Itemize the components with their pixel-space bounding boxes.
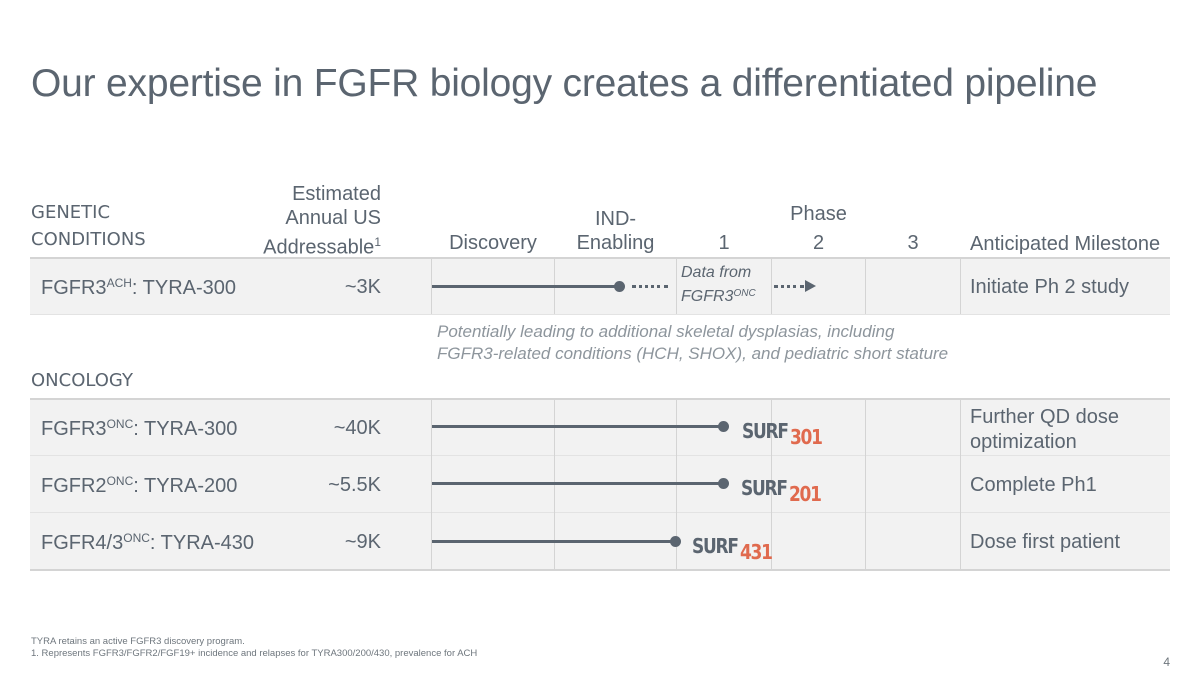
milestone-line2: optimization [970,431,1077,453]
ind-header-line2: Enabling [576,232,655,254]
milestone-text: Further QD dose optimization [970,405,1119,455]
genetic-label-line2: CONDITIONS [31,229,146,250]
col-divider [431,399,432,570]
col-divider [431,258,432,314]
genetic-top-rule [30,257,1170,259]
addressable-value: ~40K [333,417,381,439]
col-divider [771,399,772,570]
trial-logo-word: SURF [742,419,789,443]
col-divider [960,258,961,314]
progress-bar [432,285,620,288]
data-from-line1: Data from [681,264,752,281]
trial-logo: SURF 201 [741,468,826,504]
oncology-top-rule [30,398,1170,400]
progress-bar [432,540,676,543]
phase2-header: 2 [812,232,825,254]
addressable-header-line3: Addressable1 [263,235,381,259]
col-divider [865,258,866,314]
genetic-conditions-label: GENETIC CONDITIONS [31,199,146,253]
trial-logo: SURF 431 [692,526,777,562]
phase3-header: 3 [907,232,919,254]
row-separator [30,512,1170,513]
data-from-line2: FGFR3ONC [681,288,756,305]
arrow-right-icon [805,280,816,292]
col-divider [771,258,772,314]
data-from-note: Data from FGFR3ONC [681,262,756,307]
ind-enabling-header: IND- Enabling [555,207,676,255]
progress-endpoint [718,421,729,432]
genetic-bottom-rule [30,314,1170,315]
program-name: FGFR3ACH: TYRA-300 [41,276,237,299]
addressable-header: Estimated Annual US Addressable1 [263,182,381,260]
footnote-line1: TYRA retains an active FGFR3 discovery p… [31,636,245,647]
trial-logo: SURF 301 [742,411,827,447]
footnote-ref: 1 [374,235,381,249]
footnote-line2: 1. Represents FGFR3/FGFR2/FGF19+ inciden… [31,648,478,659]
program-name: FGFR2ONC: TYRA-200 [41,474,238,497]
trial-logo-word: SURF [692,534,739,558]
milestone-line1: Further QD dose [970,406,1119,428]
oncology-bottom-rule [30,569,1170,571]
footnotes: TYRA retains an active FGFR3 discovery p… [31,636,477,660]
milestone-text: Initiate Ph 2 study [970,276,1129,298]
projected-dotted-line [774,285,804,288]
projected-dotted-line [632,285,668,288]
addressable-value: ~3K [344,276,381,298]
program-name: FGFR4/3ONC: TYRA-430 [41,531,255,554]
discovery-header: Discovery [449,232,537,254]
trial-logo-number: 301 [789,425,823,449]
progress-endpoint [718,478,729,489]
oncology-label: ONCOLOGY [31,370,133,391]
progress-endpoint [670,536,681,547]
trial-logo-word: SURF [741,476,788,500]
col-divider [960,399,961,570]
phase-header: Phase [790,203,847,225]
progress-bar [432,482,724,485]
page-number: 4 [1163,655,1170,669]
genetic-label-line1: GENETIC [31,202,111,223]
addressable-header-line1: Estimated [292,183,381,205]
addressable-value: ~9K [344,531,381,553]
expansion-note-line1: Potentially leading to additional skelet… [437,322,895,341]
row-separator [30,455,1170,456]
expansion-note-line2: FGFR3-related conditions (HCH, SHOX), an… [437,344,949,363]
addressable-header-line2: Annual US [285,207,381,229]
milestone-text: Dose first patient [970,531,1121,553]
program-name: FGFR3ONC: TYRA-300 [41,417,238,440]
trial-logo-number: 431 [739,540,773,564]
addressable-value: ~5.5K [328,474,381,496]
progress-endpoint [614,281,625,292]
expansion-note: Potentially leading to additional skelet… [437,321,948,365]
progress-bar [432,425,724,428]
ind-header-line1: IND- [594,208,637,230]
slide-title: Our expertise in FGFR biology creates a … [31,62,1098,105]
milestone-text: Complete Ph1 [970,474,1097,496]
trial-logo-number: 201 [788,482,822,506]
col-divider [676,258,677,314]
phase1-header: 1 [718,232,730,254]
milestone-header: Anticipated Milestone [970,233,1161,255]
col-divider [865,399,866,570]
